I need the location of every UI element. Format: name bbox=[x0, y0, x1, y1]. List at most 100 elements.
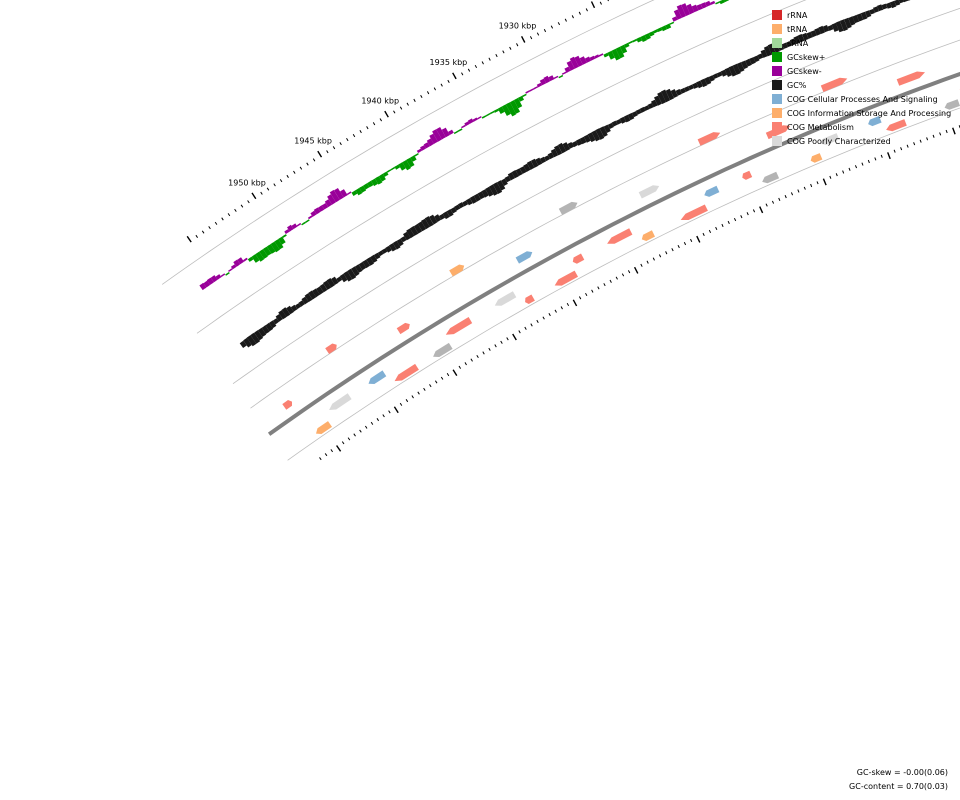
gc-content-bar bbox=[890, 0, 897, 9]
cds-arrow bbox=[638, 185, 660, 199]
gc-content-bar bbox=[290, 304, 298, 312]
inner-minor-tick bbox=[566, 302, 570, 307]
gc-content-bar bbox=[814, 27, 821, 36]
gc-content-bar bbox=[462, 200, 469, 207]
legend-item: COG Information Storage And Processing bbox=[772, 106, 951, 120]
legend-label: rRNA bbox=[787, 10, 808, 20]
legend-swatch bbox=[772, 66, 782, 76]
gc-content-bar bbox=[873, 6, 879, 13]
legend-swatch bbox=[772, 94, 782, 104]
gc-content-bar bbox=[535, 157, 543, 166]
inner-minor-tick bbox=[405, 399, 409, 403]
ruler-minor-tick bbox=[543, 28, 547, 33]
inner-minor-tick bbox=[446, 373, 450, 377]
inner-minor-tick bbox=[810, 183, 813, 188]
cds-arrow bbox=[680, 204, 708, 220]
guide-arc bbox=[196, 0, 807, 334]
cds-arrow bbox=[944, 99, 960, 110]
gc-content-bar bbox=[839, 19, 848, 32]
gc-skew-negative-bar bbox=[584, 56, 592, 63]
gc-skew-positive-bar bbox=[501, 104, 511, 116]
gc-content-bar bbox=[286, 305, 294, 315]
inner-minor-tick bbox=[690, 238, 693, 243]
cds-arrow bbox=[742, 170, 753, 180]
ruler-minor-tick bbox=[599, 1, 602, 5]
inner-minor-tick bbox=[683, 241, 687, 246]
gc-content-bar bbox=[908, 0, 911, 1]
gc-content-bar bbox=[547, 152, 555, 160]
cds-arrow bbox=[820, 133, 840, 145]
gc-skew-positive-bar bbox=[623, 42, 630, 48]
gc-content-bar bbox=[343, 271, 353, 282]
gc-content-bar bbox=[507, 172, 515, 181]
cds-arrow bbox=[494, 291, 517, 306]
inner-minor-tick bbox=[874, 157, 877, 161]
gc-content-bar bbox=[623, 114, 631, 123]
gc-content-bar bbox=[254, 330, 264, 341]
legend-swatch bbox=[772, 136, 782, 146]
ruler-minor-tick bbox=[332, 146, 336, 150]
gc-skew-positive-bar bbox=[282, 234, 287, 238]
gc-skew-positive-bar bbox=[359, 185, 367, 193]
genome-backbone bbox=[267, 71, 960, 436]
gc-content-bar bbox=[619, 116, 627, 124]
gc-skew-positive-bar bbox=[225, 272, 230, 276]
gc-content-bar bbox=[250, 332, 261, 344]
gc-skew-positive-bar bbox=[374, 176, 383, 185]
gc-skew-positive-bar bbox=[652, 29, 659, 34]
gc-skew-negative-bar bbox=[676, 4, 686, 18]
inner-minor-tick bbox=[482, 351, 485, 355]
inner-major-tick bbox=[759, 206, 764, 214]
gc-skew-positive-bar bbox=[378, 173, 386, 182]
ruler-label: 1930 kbp bbox=[499, 21, 537, 30]
gc-content-bar bbox=[272, 318, 280, 325]
gc-content-bar bbox=[526, 160, 535, 170]
ruler-minor-tick bbox=[413, 98, 416, 102]
gc-content-bar bbox=[319, 283, 328, 293]
gc-content-bar bbox=[466, 198, 473, 206]
gc-content-bar bbox=[381, 248, 388, 254]
gc-content-bar bbox=[331, 276, 339, 285]
ruler-minor-tick bbox=[529, 36, 533, 40]
inner-minor-tick bbox=[790, 192, 794, 196]
gc-content-bar bbox=[587, 132, 596, 143]
gc-skew-positive-bar bbox=[656, 27, 663, 32]
ruler-minor-tick bbox=[286, 174, 289, 178]
gc-skew-positive-bar bbox=[370, 178, 378, 187]
gc-content-bar bbox=[627, 112, 635, 121]
gc-content-stat: GC-content = 0.70(0.03) bbox=[849, 782, 948, 791]
gc-content-bar bbox=[844, 17, 852, 29]
cds-arrow bbox=[762, 171, 780, 184]
gc-skew-negative-bar bbox=[307, 215, 313, 220]
ruler-major-tick bbox=[452, 72, 457, 80]
gc-skew-positive-bar bbox=[632, 38, 638, 43]
inner-minor-tick bbox=[715, 226, 718, 231]
gc-content-bar bbox=[261, 325, 270, 335]
inner-minor-tick bbox=[740, 215, 743, 219]
gc-content-bar bbox=[295, 303, 302, 310]
inner-major-tick bbox=[822, 178, 827, 186]
gc-content-bar bbox=[732, 63, 741, 75]
gc-skew-positive-bar bbox=[410, 155, 417, 162]
gc-content-bar bbox=[351, 266, 360, 277]
gc-content-bar bbox=[852, 14, 860, 24]
gc-content-bar bbox=[492, 182, 503, 194]
gc-skew-positive-bar bbox=[481, 115, 487, 119]
ruler-minor-tick bbox=[461, 72, 464, 76]
inner-minor-tick bbox=[560, 306, 563, 310]
gc-content-bar bbox=[571, 141, 578, 148]
gc-content-bar bbox=[661, 89, 671, 103]
inner-minor-tick bbox=[778, 197, 781, 201]
inner-minor-tick bbox=[542, 316, 545, 320]
inner-minor-tick bbox=[746, 212, 749, 216]
gc-skew-negative-bar bbox=[579, 56, 587, 65]
gc-content-bar bbox=[575, 138, 583, 146]
gc-skew-positive-bar bbox=[669, 21, 675, 25]
gc-skew-track bbox=[199, 0, 729, 291]
gc-content-bar bbox=[523, 163, 531, 172]
gc-content-bar bbox=[539, 156, 547, 164]
inner-minor-tick bbox=[464, 362, 467, 366]
gc-content-bar bbox=[396, 238, 404, 247]
gc-skew-negative-bar bbox=[525, 90, 530, 94]
inner-minor-tick bbox=[548, 313, 551, 317]
